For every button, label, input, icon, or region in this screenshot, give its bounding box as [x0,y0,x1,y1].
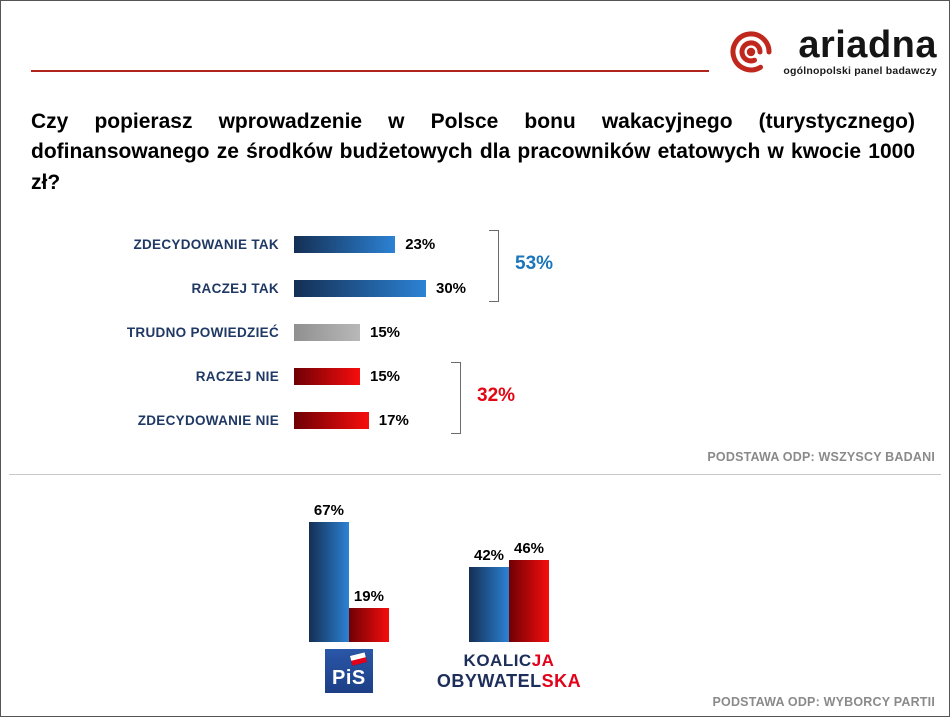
bar-column: 67% [308,501,349,643]
answer-row: ZDECYDOWANIE NIE 17% [31,398,651,442]
answer-value: 15% [370,323,401,341]
pis-no-bar [348,608,389,643]
answer-label: RACZEJ TAK [191,280,279,296]
answer-bar [294,411,369,429]
base-note-voters: PODSTAWA ODP: WYBORCY PARTII [712,695,935,709]
answer-label: ZDECYDOWANIE NIE [137,412,279,428]
answer-value: 17% [378,411,409,429]
bar-value-label: 19% [353,588,384,606]
question-title: Czy popierasz wprowadzenie w Polsce bonu… [31,110,915,194]
ko-logo-text-dark: OBYWATEL [436,670,542,691]
yes-total-label: 53% [515,253,554,275]
ko-bars: 42% 46% [469,540,549,643]
no-group-bracket [451,362,461,435]
party-group-ko: 42% 46% KOALICJA OBYWATELSKA [437,540,581,696]
ko-logo-text-dark: KOALIC [463,651,532,671]
ko-logo-text-red: JA [531,651,555,671]
answer-label: ZDECYDOWANIE TAK [133,236,279,252]
answer-bar [294,279,426,297]
answer-label: RACZEJ NIE [195,368,279,384]
ko-no-bar [509,559,549,643]
ko-logo: KOALICJA OBYWATELSKA [437,647,581,695]
brand-name: ariadna [798,23,937,66]
ariadna-spiral-icon [724,25,778,79]
bar-value-label: 67% [313,501,344,519]
answer-value: 23% [405,235,436,253]
party-comparison-chart: 67% 19% PiS 42% [1,487,949,695]
ariadna-logo: ariadna ogólnopolski panel badawczy [724,25,937,79]
answer-bar [294,367,360,385]
party-group-pis: 67% 19% PiS [308,501,389,696]
no-total-label: 32% [477,385,516,407]
answer-row: TRUDNO POWIEDZIEĆ 15% [31,310,651,354]
pis-bars: 67% 19% [308,501,389,643]
answer-value: 30% [436,279,467,297]
ko-logo-text-red: SKA [541,670,582,691]
answer-row: ZDECYDOWANIE TAK 23% [31,222,651,266]
yes-group-bracket [489,230,499,303]
pis-logo: PiS [324,647,373,695]
ko-logo-line1: KOALICJA [464,651,555,671]
answer-bar [294,235,396,253]
section-divider [9,474,941,476]
header-rule [31,70,709,72]
bar-value-label: 46% [513,539,545,557]
answer-row: RACZEJ NIE 15% [31,354,651,398]
answers-chart: ZDECYDOWANIE TAK 23% RACZEJ TAK 30% TRUD… [31,222,651,442]
bar-column: 19% [348,588,389,643]
bar-column: 46% [509,540,549,643]
ko-yes-bar [469,566,509,643]
answer-row: RACZEJ TAK 30% [31,266,651,310]
pis-logo-box: PiS [324,649,373,694]
base-note-all: PODSTAWA ODP: WSZYSCY BADANI [707,450,935,465]
answer-bar [294,323,360,341]
poland-flag-icon [349,652,367,666]
ko-logo-line2: OBYWATELSKA [437,671,581,692]
answer-label: TRUDNO POWIEDZIEĆ [126,324,279,340]
brand-tagline: ogólnopolski panel badawczy [783,65,937,78]
header: ariadna ogólnopolski panel badawczy [1,1,949,101]
logo-text: ariadna ogólnopolski panel badawczy [783,23,937,78]
bar-column: 42% [469,547,509,643]
bar-value-label: 42% [473,546,505,564]
answer-value: 15% [370,367,401,385]
pis-yes-bar [308,521,349,643]
pis-logo-text: PiS [332,667,366,690]
